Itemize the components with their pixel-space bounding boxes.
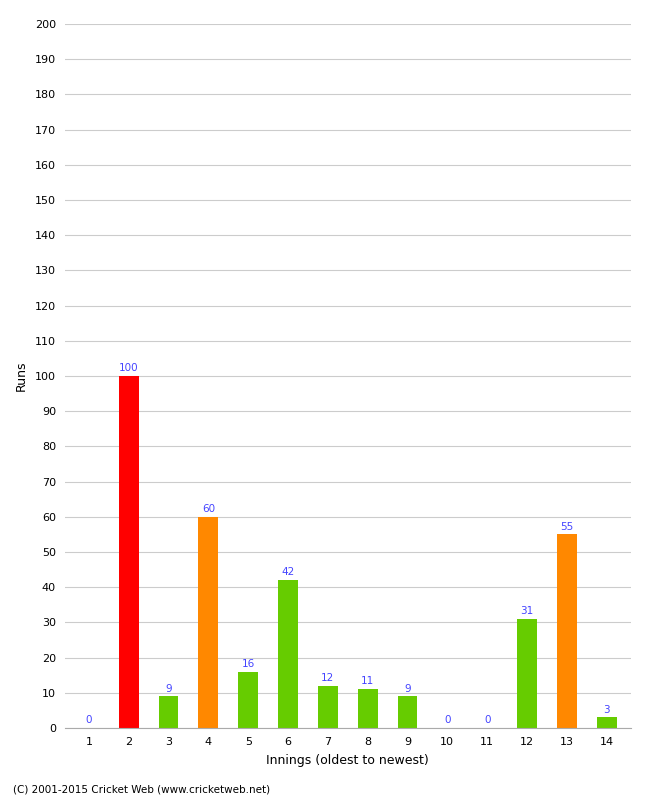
Y-axis label: Runs: Runs xyxy=(15,361,28,391)
Bar xyxy=(278,580,298,728)
Bar xyxy=(358,690,378,728)
Text: 3: 3 xyxy=(603,705,610,714)
Bar xyxy=(159,696,179,728)
Text: 0: 0 xyxy=(86,715,92,725)
Bar xyxy=(597,718,617,728)
Bar xyxy=(119,376,138,728)
Bar xyxy=(517,619,537,728)
Text: 9: 9 xyxy=(404,683,411,694)
Text: 16: 16 xyxy=(242,659,255,669)
Text: 12: 12 xyxy=(321,673,335,683)
Text: 42: 42 xyxy=(281,567,294,578)
Text: 0: 0 xyxy=(444,715,450,725)
Bar xyxy=(318,686,338,728)
Bar xyxy=(398,696,417,728)
X-axis label: Innings (oldest to newest): Innings (oldest to newest) xyxy=(266,754,429,767)
Bar xyxy=(239,672,258,728)
Text: (C) 2001-2015 Cricket Web (www.cricketweb.net): (C) 2001-2015 Cricket Web (www.cricketwe… xyxy=(13,784,270,794)
Bar xyxy=(198,517,218,728)
Text: 9: 9 xyxy=(165,683,172,694)
Text: 60: 60 xyxy=(202,504,215,514)
Text: 11: 11 xyxy=(361,677,374,686)
Text: 55: 55 xyxy=(560,522,573,531)
Text: 0: 0 xyxy=(484,715,490,725)
Text: 100: 100 xyxy=(119,363,138,373)
Bar xyxy=(557,534,577,728)
Text: 31: 31 xyxy=(521,606,534,616)
